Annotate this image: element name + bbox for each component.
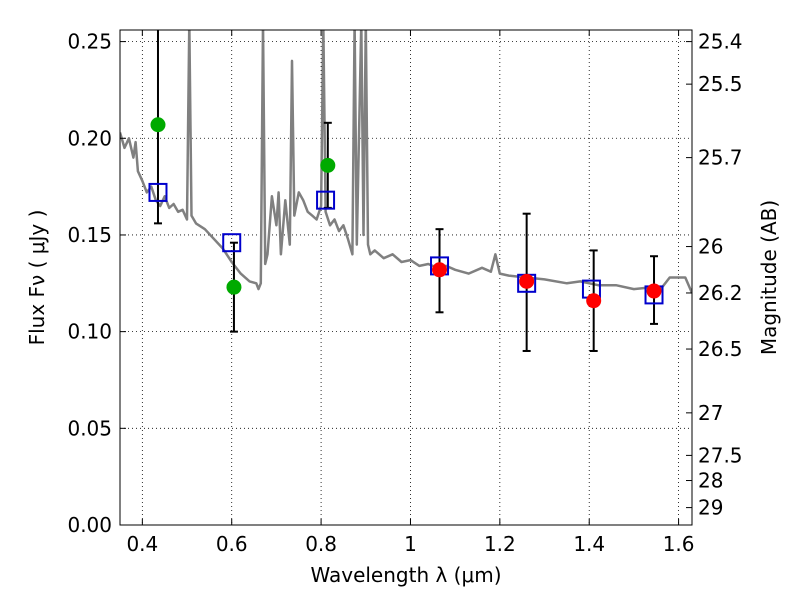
model-photometry <box>148 182 664 305</box>
observed-point <box>432 262 448 278</box>
model-point-square <box>316 190 336 210</box>
plot-frame <box>119 29 693 526</box>
observed-point <box>586 293 602 309</box>
y-tick-label: 0.20 <box>67 126 112 150</box>
ticks: 0.4 0.6 0.8 1 1.2 1.4 1.6 0.00 0.05 0.10 0.15 0.20 0… <box>67 30 742 556</box>
x-tick-label: 0.6 <box>216 532 248 556</box>
spectrum-line <box>120 30 692 294</box>
x-axis-label: Wavelength λ (μm) <box>310 563 501 587</box>
model-point-square <box>222 233 242 253</box>
x-tick-label: 1.2 <box>484 532 516 556</box>
y2-tick-label: 25.7 <box>698 146 743 170</box>
observed-point <box>519 273 535 289</box>
y-tick-label: 0.10 <box>67 320 112 344</box>
y2-tick-label: 25.4 <box>698 30 743 54</box>
y2-tick-label: 26 <box>698 235 723 259</box>
y-tick-label: 0.15 <box>67 223 112 247</box>
x-tick-label: 1.6 <box>663 532 695 556</box>
grid <box>120 30 692 526</box>
y2-axis-label: Magnitude (AB) <box>757 200 781 355</box>
y2-tick-label: 29 <box>698 496 723 520</box>
y2-tick-label: 28 <box>698 469 723 493</box>
y-tick-label: 0.05 <box>67 416 112 440</box>
observed-point <box>646 283 662 299</box>
model-point-square <box>148 182 168 202</box>
y2-tick-label: 26.2 <box>698 281 743 305</box>
y2-tick-label: 25.5 <box>698 72 743 96</box>
observed-point <box>226 279 242 295</box>
error-bars <box>153 30 659 352</box>
y2-tick-label: 26.5 <box>698 337 743 361</box>
y2-tick-label: 27.5 <box>698 443 743 467</box>
y2-tick-label: 27 <box>698 401 723 425</box>
observed-point <box>320 157 336 173</box>
y-tick-label: 0.00 <box>67 513 112 537</box>
x-tick-label: 0.8 <box>305 532 337 556</box>
model-spectrum <box>120 30 692 294</box>
x-tick-label: 0.4 <box>126 532 158 556</box>
x-tick-label: 1 <box>404 532 417 556</box>
observed-photometry <box>150 117 662 309</box>
observed-point <box>150 117 166 133</box>
y-tick-label: 0.25 <box>67 30 112 54</box>
y-axis-label: Flux Fν ( μJy ) <box>25 210 49 346</box>
x-tick-label: 1.4 <box>573 532 605 556</box>
